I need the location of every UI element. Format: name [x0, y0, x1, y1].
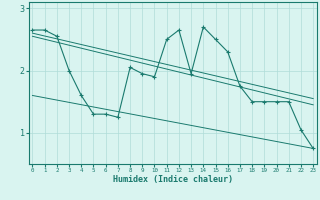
X-axis label: Humidex (Indice chaleur): Humidex (Indice chaleur) [113, 175, 233, 184]
